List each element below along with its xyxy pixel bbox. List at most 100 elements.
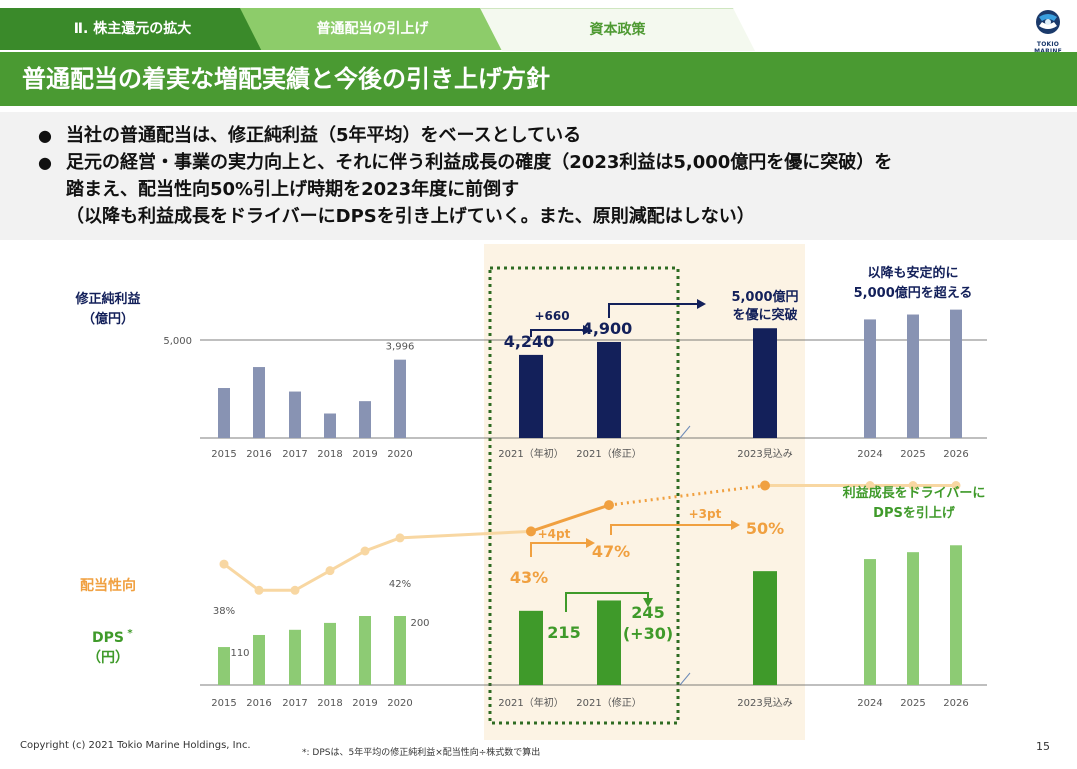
- profit-value-label: 4,900: [582, 319, 633, 338]
- dps-x-tick: 2020: [387, 698, 412, 709]
- payout-point: [290, 585, 300, 595]
- profit-value-label: 4,240: [504, 332, 555, 351]
- dps-x-tick: 2021（年初）: [498, 696, 563, 709]
- profit-x-tick: 2021（年初）: [498, 447, 563, 460]
- tokio-marine-logo-icon: [1036, 10, 1060, 34]
- section-tabs: Ⅱ. 株主還元の拡大 普通配当の引上げ 資本政策: [0, 0, 1020, 51]
- company-logo: TOKIO MARINE: [1022, 8, 1074, 55]
- payout-increase-label: +3pt: [689, 507, 722, 521]
- payout-point: [951, 481, 961, 490]
- payout-label-2015: 38%: [213, 606, 235, 617]
- payout-line-2021: [530, 503, 610, 533]
- dps-axis-label: DPS: [92, 630, 124, 646]
- dps-bar: [519, 610, 543, 685]
- dps-bar: [597, 600, 621, 685]
- profit-axis-label: 修正純利益: [74, 291, 140, 307]
- payout-line-forecast: [608, 484, 766, 507]
- dividend-chart: 5,000 修正純利益 （億円） 2015 2016 2017 2018 2019 2020 3,…: [74, 244, 987, 740]
- profit-increase-label: +660: [534, 309, 569, 323]
- payout-point: [395, 533, 405, 543]
- dps-x-tick: 2015: [211, 698, 236, 709]
- payout-point: [865, 481, 875, 490]
- profit-x-tick: 2020: [387, 449, 412, 460]
- payout-increase-arrowhead: [586, 538, 595, 548]
- profit-bar: [950, 309, 962, 438]
- profit-bar: [753, 328, 777, 438]
- page-number: 15: [1036, 740, 1050, 753]
- bullet-item: 足元の経営・事業の実力向上と、それに伴う利益成長の確度（2023利益は5,000…: [38, 149, 1047, 176]
- profit-x-tick: 2015: [211, 449, 236, 460]
- dps-bar: [907, 552, 919, 685]
- dps-bar: [753, 571, 777, 685]
- bullet-continuation: 踏まえ、配当性向50%引上げ時期を2023年度に前倒す: [66, 179, 520, 200]
- profit-surpass-label: 5,000億円: [731, 289, 798, 305]
- payout-point: [604, 500, 614, 511]
- copyright: Copyright (c) 2021 Tokio Marine Holdings…: [20, 740, 251, 751]
- dps-bar: [864, 559, 876, 685]
- tab-shareholder-return[interactable]: Ⅱ. 株主還元の拡大: [0, 8, 265, 50]
- profit-x-tick: 2019: [352, 449, 377, 460]
- profit-bar: [289, 391, 301, 438]
- dps-bar: [359, 616, 371, 685]
- dps-bar: [324, 622, 336, 685]
- fy2021-highlight-box: [488, 266, 680, 725]
- profit-bar: [864, 319, 876, 438]
- profit-value-label: 3,996: [386, 342, 415, 353]
- profit-x-tick: 2021（修正）: [576, 447, 641, 460]
- profit-bar: [907, 314, 919, 438]
- dps-x-tick: 2025: [900, 698, 925, 709]
- profit-bar: [394, 359, 406, 438]
- payout-label-2021-initial: 43%: [510, 568, 548, 587]
- payout-increase-arrow: [530, 542, 586, 557]
- summary-bullets: 当社の普通配当は、修正純利益（5年平均）をベースとしている 足元の経営・事業の実…: [0, 112, 1077, 240]
- payout-label-2021-revised: 47%: [592, 542, 630, 561]
- page-title: 普通配当の着実な増配実績と今後の引き上げ方針: [0, 52, 1077, 106]
- dps-axis-asterisk: *: [127, 628, 133, 639]
- profit-x-tick: 2024: [857, 449, 882, 460]
- profit-bar: [359, 401, 371, 438]
- dps-driver-label: DPSを引上げ: [873, 505, 956, 521]
- dps-increase-arrow: [565, 592, 649, 612]
- logo-wordmark: TOKIO MARINE: [1034, 41, 1062, 55]
- profit-x-tick: 2025: [900, 449, 925, 460]
- profit-increase-arrow: [530, 329, 583, 337]
- dps-label-2021-revised-diff: (+30): [623, 624, 673, 643]
- dps-bar: [253, 634, 265, 685]
- dps-x-tick: 2023見込み: [737, 697, 792, 709]
- profit-bar: [324, 413, 336, 438]
- payout-point: [325, 566, 335, 576]
- payout-point: [254, 585, 264, 595]
- dps-bar: [394, 616, 406, 685]
- profit-future-label: 5,000億円を超える: [854, 285, 973, 301]
- payout-label-2023: 50%: [746, 519, 784, 538]
- tab-capital-policy[interactable]: 資本政策: [480, 8, 755, 51]
- tab-ordinary-dividend[interactable]: 普通配当の引上げ: [240, 8, 505, 50]
- dps-label-2020: 200: [410, 618, 429, 629]
- profit-axis-unit: （億円）: [82, 311, 134, 327]
- profit-surpass-label: を優に突破: [732, 307, 797, 323]
- payout-point: [760, 480, 770, 491]
- dps-x-tick: 2018: [317, 698, 342, 709]
- axis-break-mark: [679, 425, 691, 439]
- payout-point: [526, 526, 536, 537]
- dps-bar: [950, 545, 962, 685]
- dps-x-tick: 2016: [246, 698, 271, 709]
- payout-point: [219, 559, 229, 569]
- bullet-item: 当社の普通配当は、修正純利益（5年平均）をベースとしている: [38, 122, 1047, 149]
- payout-increase-arrow: [610, 524, 731, 535]
- axis-break-mark: [679, 672, 691, 686]
- profit-x-tick: 2016: [246, 449, 271, 460]
- profit-bar: [218, 388, 230, 438]
- dps-bar: [218, 647, 230, 685]
- bullet-continuation: （以降も利益成長をドライバーにDPSを引き上げていく。また、原則減配はしない）: [66, 206, 755, 227]
- payout-increase-label: +4pt: [538, 527, 571, 541]
- profit-x-tick: 2023見込み: [737, 448, 792, 460]
- dps-bar: [289, 629, 301, 685]
- dps-x-tick: 2017: [282, 698, 307, 709]
- dps-x-tick: 2026: [943, 698, 968, 709]
- dps-label-2021-initial: 215: [547, 623, 580, 642]
- profit-x-tick: 2017: [282, 449, 307, 460]
- payout-point: [360, 546, 370, 556]
- profit-bar: [519, 354, 543, 438]
- dps-axis-unit: （円）: [87, 650, 129, 666]
